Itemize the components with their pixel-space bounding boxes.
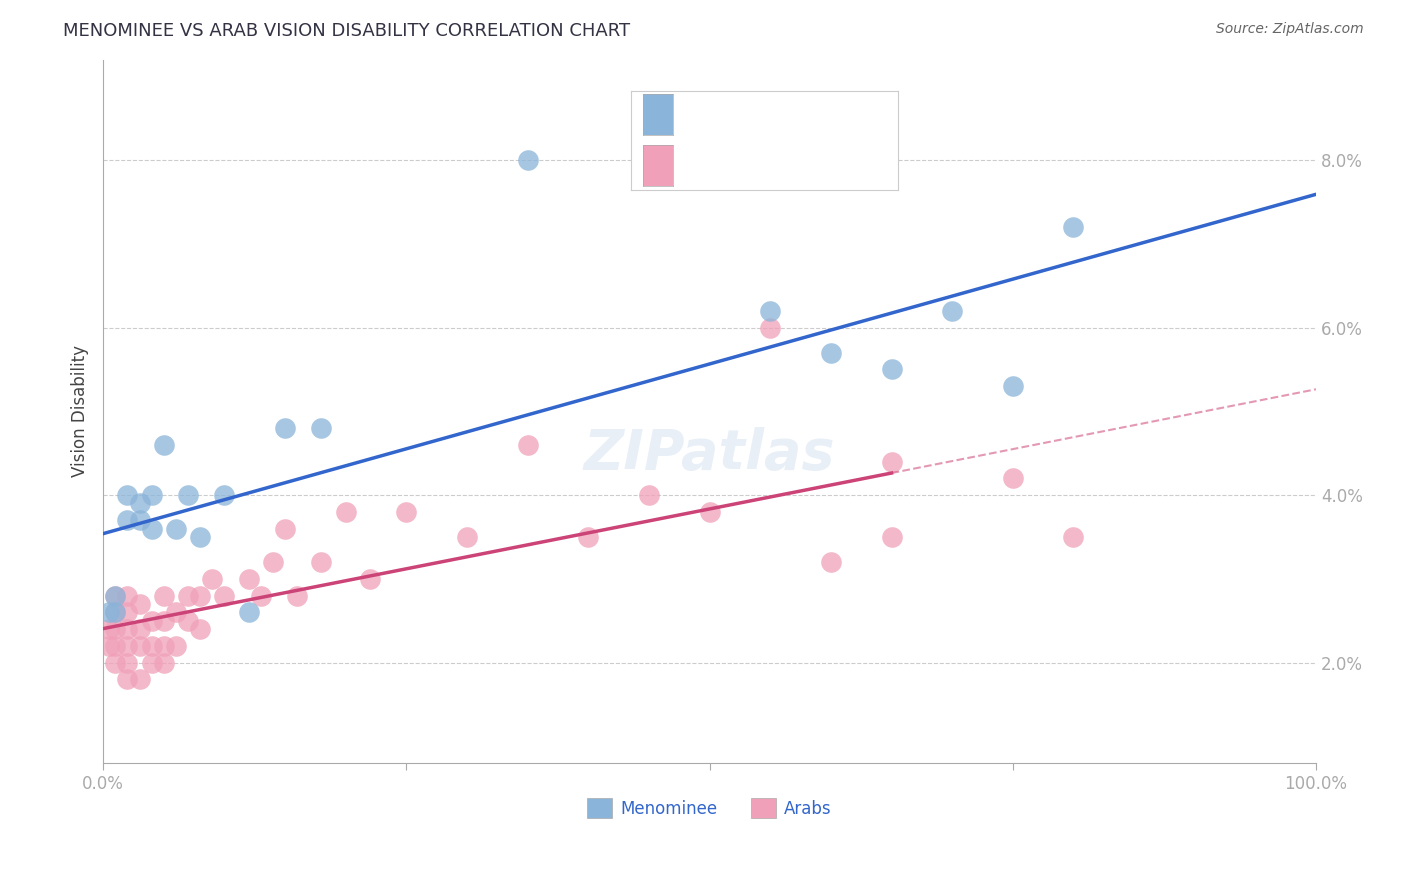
Point	[188, 589, 211, 603]
Point	[104, 622, 127, 636]
Point	[201, 572, 224, 586]
Text: Source: ZipAtlas.com: Source: ZipAtlas.com	[1216, 22, 1364, 37]
Point	[141, 522, 163, 536]
Point	[117, 589, 139, 603]
Point	[177, 614, 200, 628]
Point	[1001, 471, 1024, 485]
Text: 24: 24	[823, 120, 848, 137]
Point	[516, 153, 538, 167]
Point	[214, 589, 236, 603]
Point	[128, 673, 150, 687]
Point	[152, 639, 174, 653]
Point	[285, 589, 308, 603]
Point	[516, 438, 538, 452]
Point	[576, 530, 599, 544]
Text: MENOMINEE VS ARAB VISION DISABILITY CORRELATION CHART: MENOMINEE VS ARAB VISION DISABILITY CORR…	[63, 22, 630, 40]
Point	[249, 589, 271, 603]
Point	[880, 530, 903, 544]
Point	[274, 522, 297, 536]
Text: 52: 52	[823, 169, 848, 187]
Point	[177, 488, 200, 502]
Point	[128, 622, 150, 636]
Point	[359, 572, 381, 586]
Point	[104, 589, 127, 603]
Point	[820, 345, 842, 359]
Point	[117, 606, 139, 620]
Point	[128, 513, 150, 527]
Point	[117, 639, 139, 653]
Point	[141, 656, 163, 670]
Point	[104, 606, 127, 620]
Point	[214, 488, 236, 502]
Point	[638, 488, 661, 502]
Point	[238, 572, 260, 586]
Point	[104, 606, 127, 620]
Point	[759, 320, 782, 334]
Point	[117, 513, 139, 527]
Point	[152, 589, 174, 603]
Point	[1062, 530, 1084, 544]
Point	[128, 597, 150, 611]
Point	[820, 555, 842, 569]
Point	[104, 639, 127, 653]
Point	[117, 673, 139, 687]
Point	[117, 656, 139, 670]
Point	[141, 639, 163, 653]
Text: ZIPatlas: ZIPatlas	[583, 426, 835, 481]
Point	[699, 505, 721, 519]
Point	[165, 606, 187, 620]
Y-axis label: Vision Disability: Vision Disability	[72, 345, 89, 477]
Point	[395, 505, 418, 519]
Point	[274, 421, 297, 435]
Point	[152, 614, 174, 628]
Point	[165, 522, 187, 536]
Point	[128, 639, 150, 653]
Text: R =: R =	[692, 120, 727, 137]
Point	[456, 530, 478, 544]
Point	[104, 589, 127, 603]
Text: 0.450: 0.450	[730, 169, 787, 187]
Point	[188, 530, 211, 544]
Point	[104, 656, 127, 670]
Point	[98, 606, 121, 620]
Point	[152, 656, 174, 670]
Text: R =: R =	[692, 169, 727, 187]
Point	[98, 622, 121, 636]
Point	[880, 362, 903, 376]
Text: 0.713: 0.713	[730, 120, 787, 137]
Legend: Menominee, Arabs: Menominee, Arabs	[581, 791, 838, 825]
Point	[165, 639, 187, 653]
Point	[98, 639, 121, 653]
Point	[311, 421, 333, 435]
Point	[188, 622, 211, 636]
Point	[262, 555, 284, 569]
Text: N =: N =	[783, 169, 821, 187]
Point	[1062, 220, 1084, 235]
Point	[311, 555, 333, 569]
Point	[941, 303, 963, 318]
Point	[1001, 379, 1024, 393]
Point	[128, 496, 150, 510]
Point	[117, 488, 139, 502]
Point	[141, 488, 163, 502]
Point	[335, 505, 357, 519]
Point	[117, 622, 139, 636]
Point	[759, 303, 782, 318]
Point	[152, 438, 174, 452]
Point	[880, 455, 903, 469]
Point	[238, 606, 260, 620]
Text: N =: N =	[783, 120, 821, 137]
Point	[177, 589, 200, 603]
Point	[141, 614, 163, 628]
